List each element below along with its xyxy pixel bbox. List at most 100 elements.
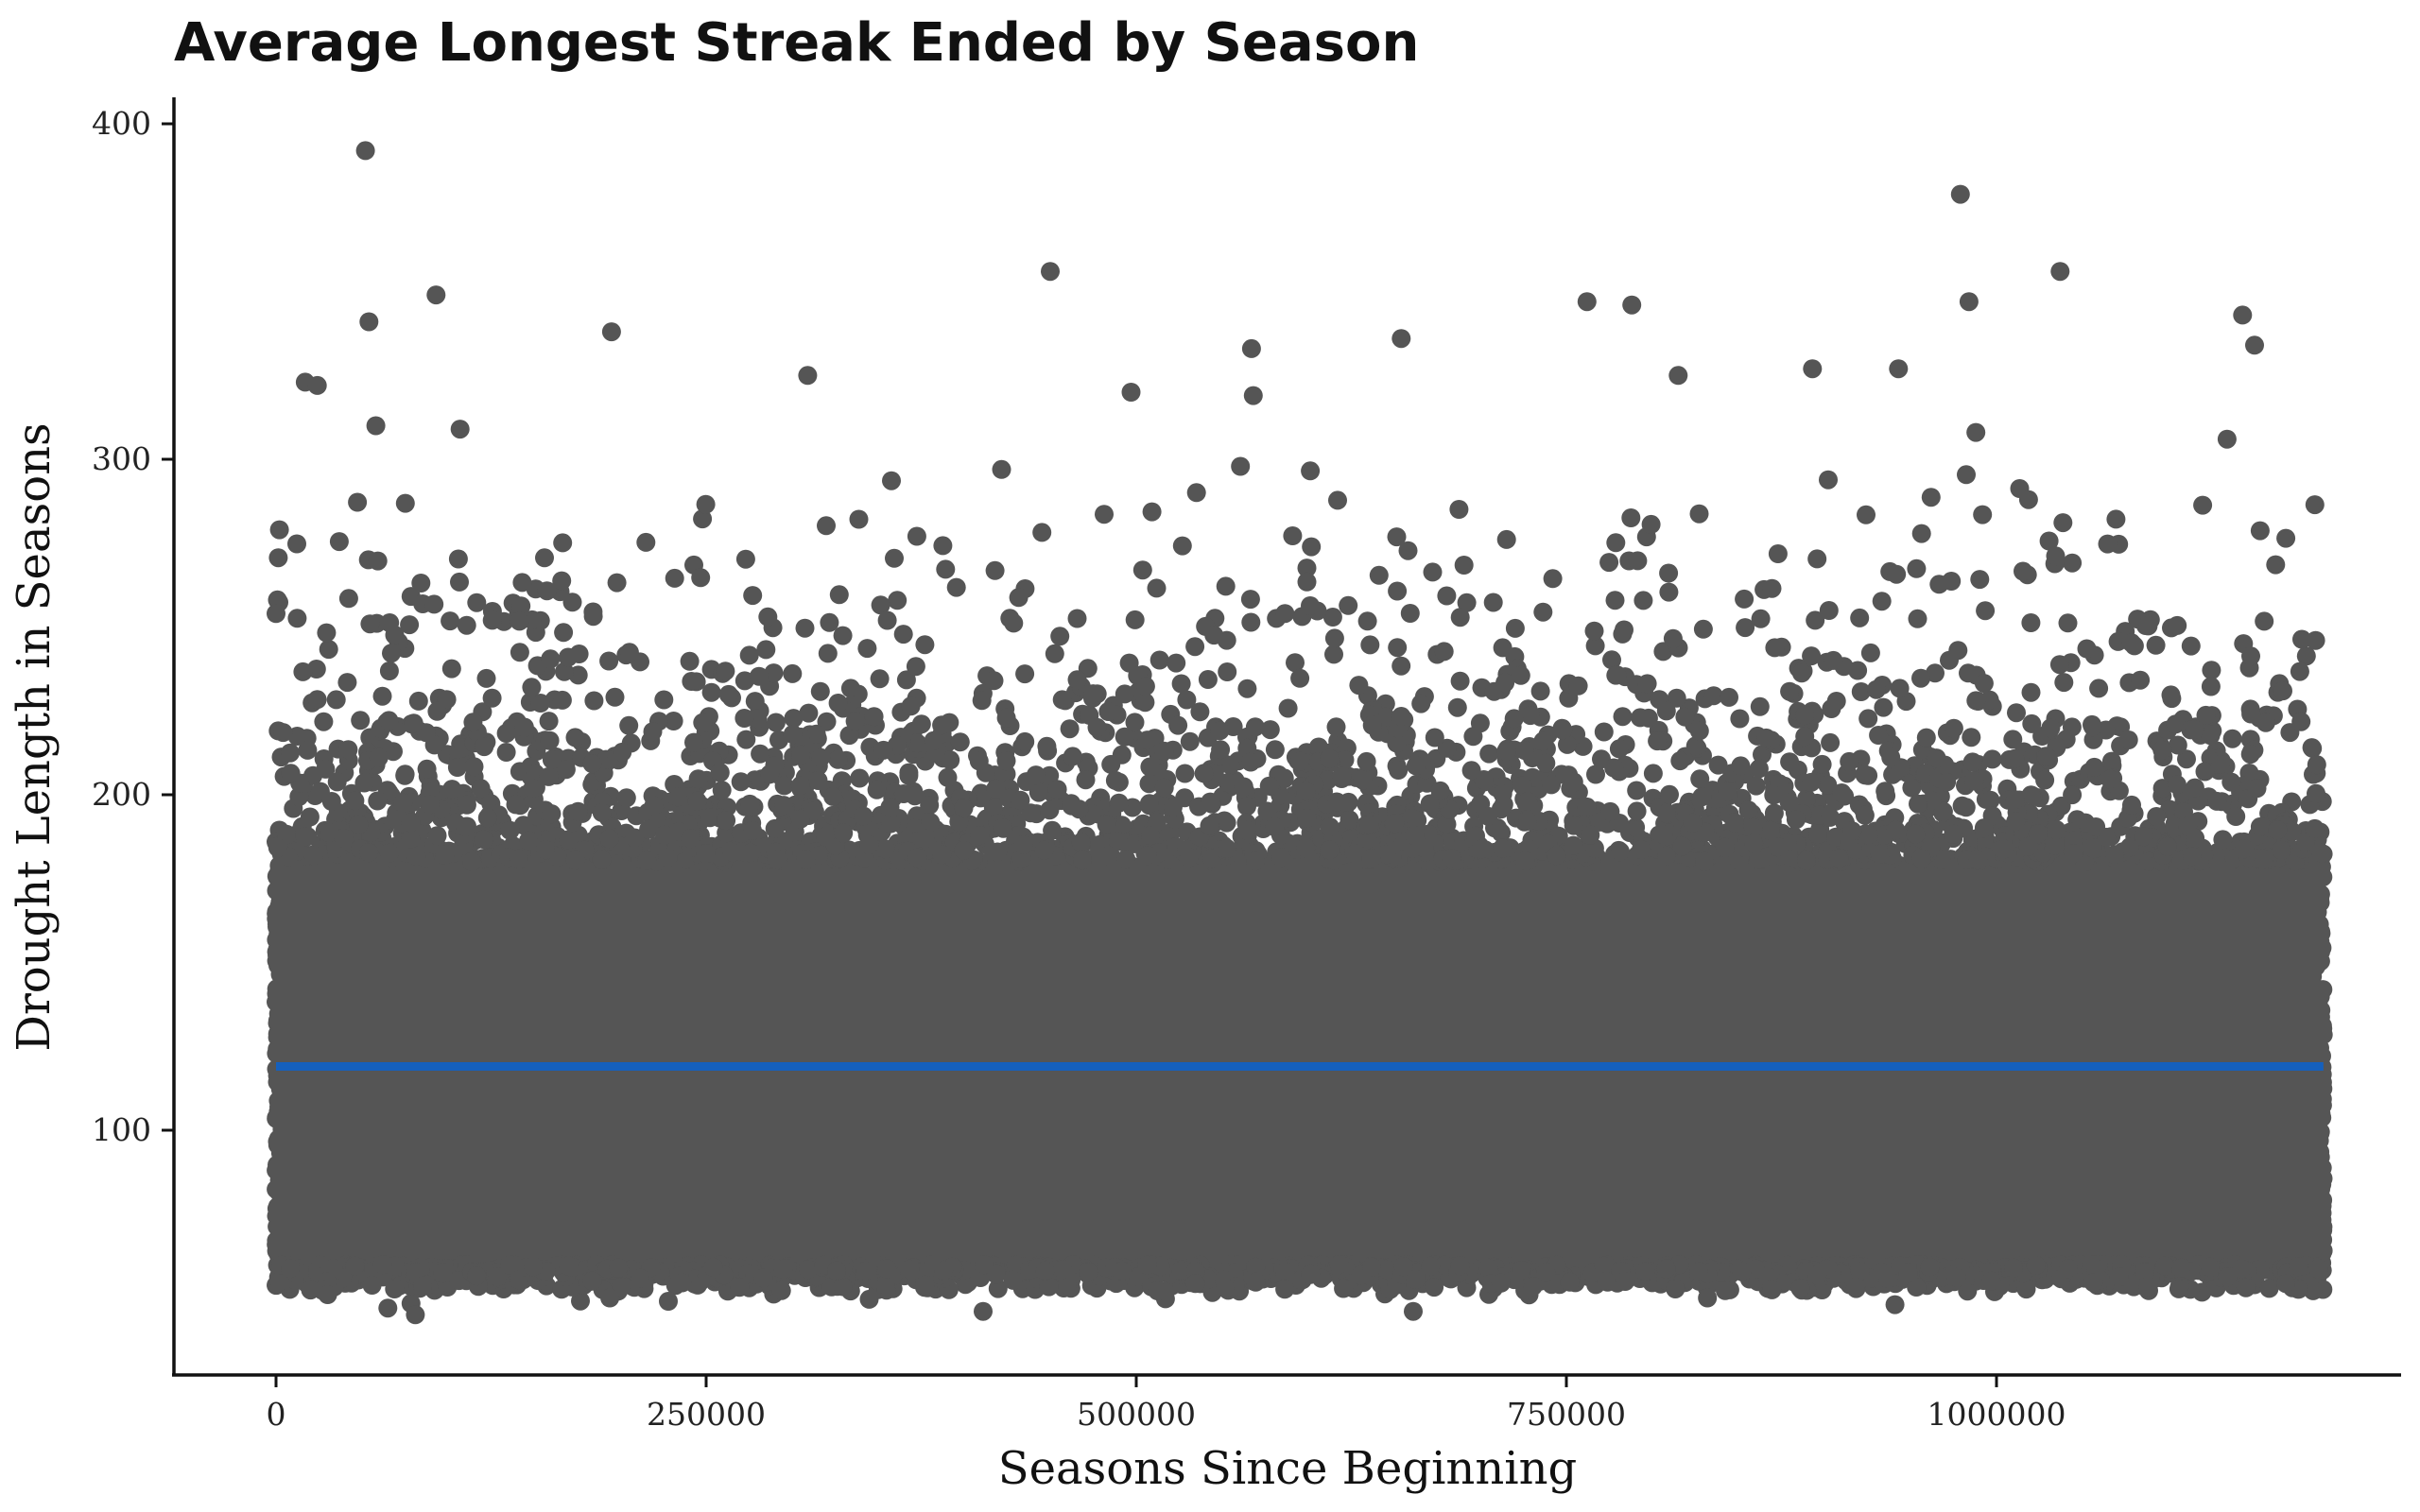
data-point <box>799 703 819 723</box>
data-point <box>745 692 765 712</box>
data-point <box>993 818 1012 838</box>
data-point <box>2305 818 2325 838</box>
data-point <box>906 657 925 677</box>
data-point-outlier <box>307 375 327 395</box>
data-point <box>2083 717 2102 737</box>
data-point-outlier <box>2217 429 2237 449</box>
data-point <box>1186 483 1206 503</box>
data-point <box>1660 784 1679 804</box>
data-point <box>1388 638 1408 658</box>
data-point <box>592 802 612 822</box>
data-point <box>1956 798 1976 817</box>
data-point <box>1736 618 1755 638</box>
data-point <box>2021 682 2041 702</box>
data-point <box>941 750 960 770</box>
data-point <box>510 611 529 631</box>
data-point-outlier <box>1885 1295 1905 1314</box>
data-point <box>2086 817 2106 836</box>
data-point <box>1137 730 1157 750</box>
data-point <box>749 666 769 686</box>
data-point <box>1850 1262 1870 1281</box>
data-point <box>2063 785 2083 805</box>
data-point <box>2306 630 2325 650</box>
data-point <box>1392 656 1411 676</box>
data-point <box>739 645 759 665</box>
data-point <box>1648 731 1668 751</box>
data-point <box>1360 635 1380 655</box>
data-point <box>2282 822 2302 841</box>
data-point <box>933 536 953 556</box>
data-point <box>1819 601 1839 620</box>
data-point <box>992 459 1011 479</box>
data-point <box>1040 765 1060 785</box>
data-point <box>1764 803 1784 823</box>
data-point <box>1920 1257 1940 1277</box>
data-point <box>1851 682 1871 701</box>
data-point <box>2155 1256 2175 1276</box>
data-point <box>448 549 468 569</box>
data-point <box>2014 561 2032 581</box>
data-point <box>1109 793 1129 813</box>
data-point <box>1115 684 1134 704</box>
data-point <box>1795 727 1815 747</box>
data-point <box>522 678 542 697</box>
data-point <box>1689 721 1709 741</box>
data-point <box>1340 810 1359 830</box>
data-point <box>1887 564 1907 584</box>
data-point <box>1812 754 1832 774</box>
data-point <box>1933 801 1953 821</box>
data-point <box>816 827 836 847</box>
data-point <box>1626 817 1646 837</box>
data-point <box>1504 709 1524 729</box>
data-point <box>348 492 368 512</box>
data-point <box>1848 661 1868 680</box>
data-point <box>1786 810 1806 830</box>
data-point <box>1275 1263 1295 1282</box>
data-point <box>2104 845 2124 865</box>
data-point <box>354 773 374 793</box>
data-point <box>1278 698 1298 718</box>
data-point-outlier <box>267 604 285 624</box>
data-point <box>731 772 751 792</box>
data-point <box>500 1255 520 1275</box>
y-tick-label: 100 <box>92 1111 151 1148</box>
data-point <box>1398 541 1418 560</box>
data-point <box>307 690 327 710</box>
data-point <box>1744 833 1764 853</box>
data-point <box>740 794 760 814</box>
data-point <box>643 722 663 742</box>
data-point <box>559 647 578 667</box>
data-point <box>281 1259 301 1279</box>
data-point <box>467 593 487 612</box>
data-point <box>2049 655 2069 675</box>
data-point <box>1320 748 1340 768</box>
data-point <box>2185 778 2204 798</box>
data-point <box>1087 717 1107 737</box>
data-point <box>1405 826 1425 845</box>
data-point <box>2304 1280 2323 1300</box>
data-point <box>625 828 645 848</box>
data-point <box>457 615 476 635</box>
data-point <box>1076 770 1096 790</box>
data-point <box>496 743 516 762</box>
data-point <box>2037 747 2056 766</box>
data-point <box>2005 748 2025 768</box>
data-point <box>2201 677 2221 696</box>
data-point <box>2166 714 2186 734</box>
data-point <box>334 829 354 848</box>
data-point <box>1478 1258 1498 1278</box>
data-point <box>1421 1256 1441 1276</box>
data-point <box>1979 690 1999 710</box>
data-point <box>1832 783 1852 802</box>
data-point <box>1641 514 1661 534</box>
data-point-outlier <box>1241 338 1261 358</box>
data-point <box>408 691 428 711</box>
data-point <box>867 780 887 799</box>
data-point <box>327 772 347 792</box>
data-point <box>2232 1259 2251 1279</box>
data-point <box>1175 764 1195 783</box>
data-point <box>1750 696 1770 716</box>
data-point <box>854 806 873 826</box>
data-point <box>559 830 579 850</box>
data-point <box>1362 715 1382 735</box>
